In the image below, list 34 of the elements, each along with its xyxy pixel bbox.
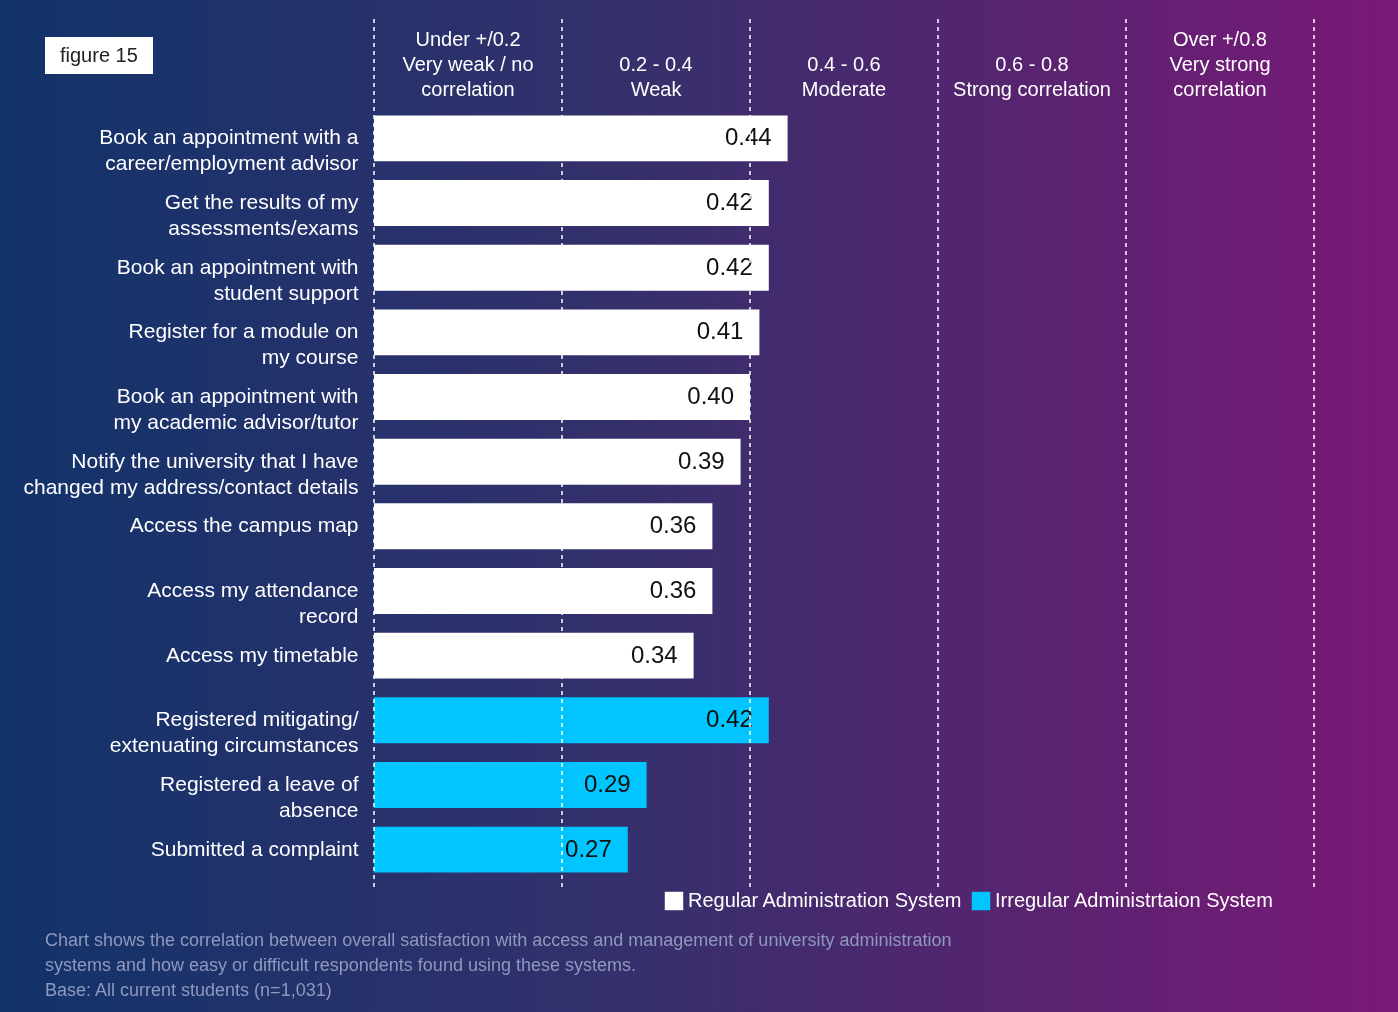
text: 0.4 - 0.6 Moderate bbox=[801, 53, 887, 100]
data-label: 0.36 bbox=[649, 575, 697, 603]
legend-label: Irregular Administrtaion System bbox=[995, 889, 1273, 911]
text: Under +/0.2 Very weak / no correlation bbox=[402, 28, 534, 100]
data-label: 0.41 bbox=[696, 317, 744, 345]
text: Base: All current students (n=1,031) bbox=[45, 979, 333, 1002]
y-tick-label: Book an appointment with student support bbox=[116, 254, 359, 304]
y-tick-label: Notify the university that I have changed my address/contact details bbox=[23, 448, 359, 498]
y-tick-label: Access my attendance record bbox=[147, 577, 359, 627]
y-tick-label: Access my timetable bbox=[165, 642, 359, 666]
legend-label: Regular Administration System bbox=[688, 889, 962, 911]
data-label: 0.34 bbox=[630, 640, 678, 668]
y-tick-label: Book an appointment with a career/employment advisor bbox=[99, 125, 359, 175]
text: 0.2 - 0.4 Weak bbox=[619, 53, 693, 100]
data-label: 0.42 bbox=[706, 705, 753, 733]
y-tick-label: Submitted a complaint bbox=[150, 836, 359, 860]
y-tick-label: Registered mitigating/extenuating circumstances bbox=[109, 707, 359, 757]
y-tick-label: Access the campus map bbox=[129, 513, 359, 537]
data-label: 0.42 bbox=[706, 252, 753, 280]
text: 0.6 - 0.8 Strong correlation bbox=[953, 53, 1111, 100]
y-tick-label: Registered a leave of absence bbox=[160, 771, 359, 821]
y-tick-label: Book an appointment with my academic advisor/tutor bbox=[113, 384, 359, 434]
data-label: 0.36 bbox=[649, 511, 697, 539]
y-tick-label: Get the results of my assessments/exams bbox=[164, 190, 359, 240]
data-label: 0.42 bbox=[706, 188, 753, 216]
data-label: 0.27 bbox=[565, 834, 612, 862]
data-label: 0.40 bbox=[687, 382, 734, 410]
data-label: 0.39 bbox=[677, 446, 725, 474]
text: figure 15 bbox=[45, 37, 153, 74]
y-tick-label: Register for a module on my course bbox=[128, 319, 359, 369]
data-label: 0.44 bbox=[724, 123, 772, 151]
data-label: 0.29 bbox=[583, 769, 631, 797]
text: Chart shows the correlation between overall satisfaction with access and management of university administration systems and how easy or difficult respondents found using these systems. bbox=[45, 929, 953, 977]
text: Over +/0.8 Very strong correlation bbox=[1169, 28, 1271, 100]
